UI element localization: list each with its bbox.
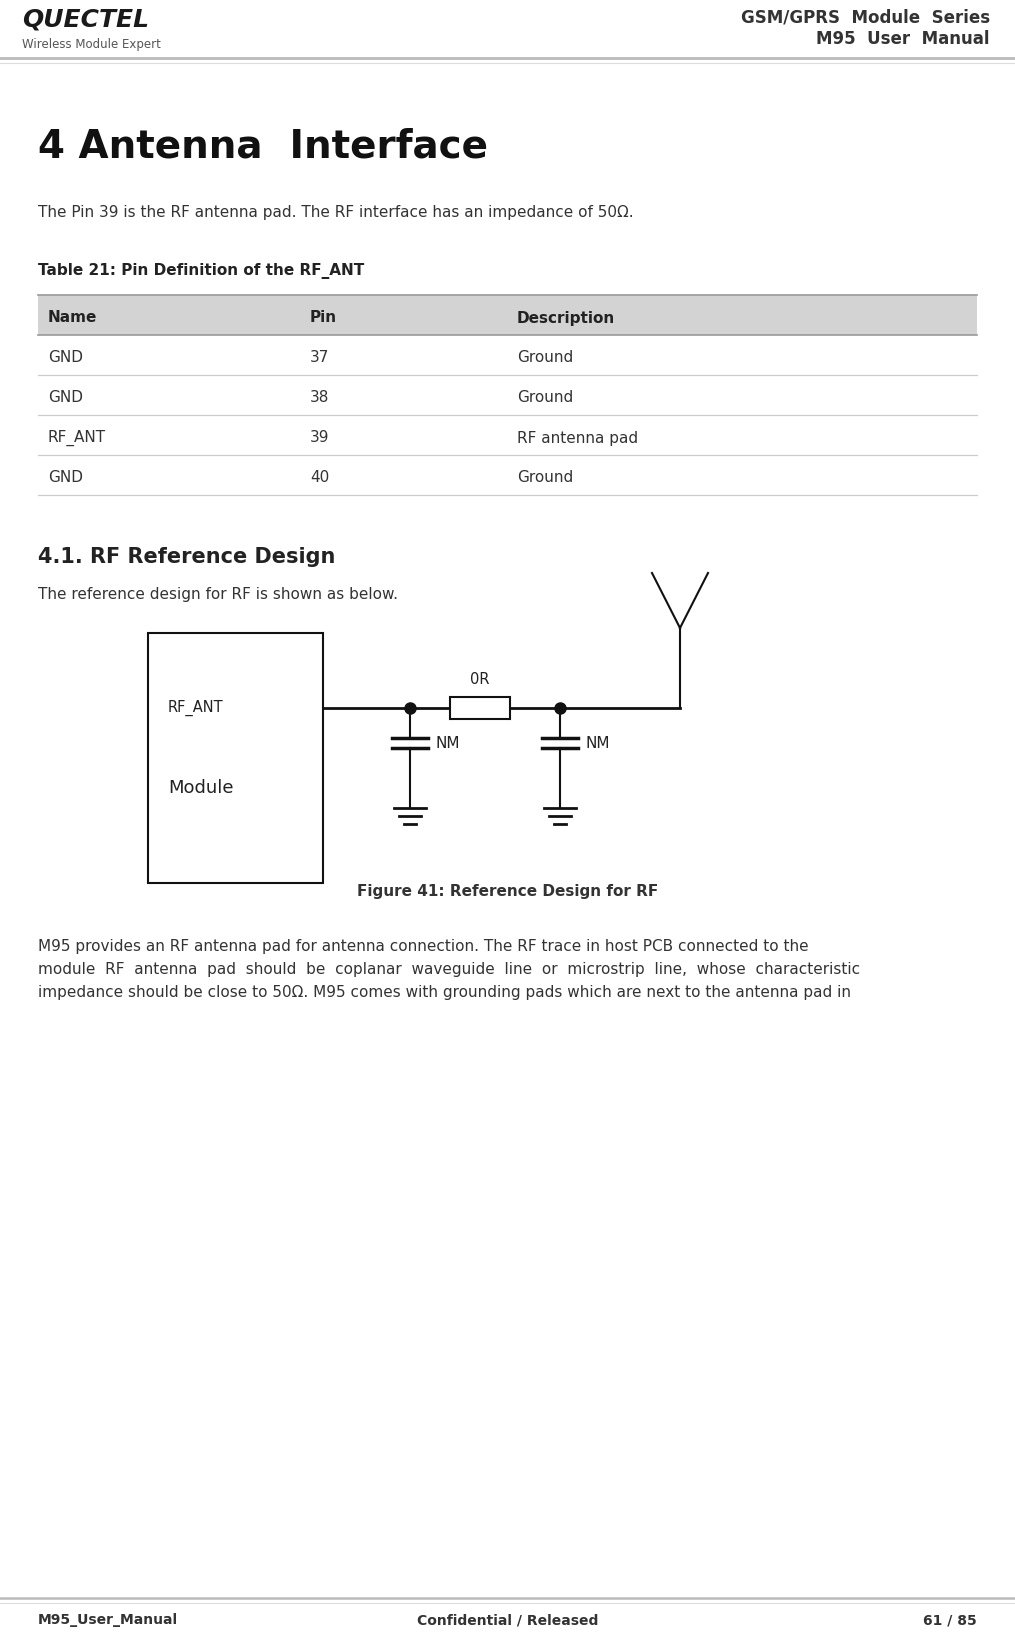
Text: Table 21: Pin Definition of the RF_ANT: Table 21: Pin Definition of the RF_ANT — [38, 264, 364, 278]
Text: M95  User  Manual: M95 User Manual — [816, 29, 990, 48]
Text: 40: 40 — [310, 470, 329, 485]
Text: Confidential / Released: Confidential / Released — [417, 1613, 598, 1627]
Bar — [148, 632, 323, 883]
Text: NM: NM — [586, 735, 610, 750]
Text: Name: Name — [48, 311, 97, 326]
Text: GND: GND — [48, 390, 83, 406]
Text: RF antenna pad: RF antenna pad — [517, 431, 638, 446]
Text: NM: NM — [436, 735, 461, 750]
Text: The reference design for RF is shown as below.: The reference design for RF is shown as … — [38, 586, 398, 603]
Text: module  RF  antenna  pad  should  be  coplanar  waveguide  line  or  microstrip : module RF antenna pad should be coplanar… — [38, 962, 860, 976]
Text: GND: GND — [48, 470, 83, 485]
Text: Ground: Ground — [517, 390, 573, 406]
Text: Module: Module — [168, 780, 233, 798]
Text: GSM/GPRS  Module  Series: GSM/GPRS Module Series — [741, 8, 990, 26]
Text: 39: 39 — [310, 431, 330, 446]
Text: RF_ANT: RF_ANT — [168, 699, 223, 716]
Text: The Pin 39 is the RF antenna pad. The RF interface has an impedance of 50Ω.: The Pin 39 is the RF antenna pad. The RF… — [38, 205, 633, 219]
Text: M95 provides an RF antenna pad for antenna connection. The RF trace in host PCB : M95 provides an RF antenna pad for anten… — [38, 939, 809, 953]
Text: 4.1. RF Reference Design: 4.1. RF Reference Design — [38, 547, 335, 567]
Text: Description: Description — [517, 311, 615, 326]
Bar — [38, 295, 977, 336]
Text: QUECTEL: QUECTEL — [22, 8, 149, 33]
Text: impedance should be close to 50Ω. M95 comes with grounding pads which are next t: impedance should be close to 50Ω. M95 co… — [38, 984, 851, 1001]
Text: Ground: Ground — [517, 351, 573, 365]
Text: 0R: 0R — [470, 673, 490, 688]
Text: Ground: Ground — [517, 470, 573, 485]
Text: 61 / 85: 61 / 85 — [924, 1613, 977, 1627]
Text: Figure 41: Reference Design for RF: Figure 41: Reference Design for RF — [357, 885, 658, 899]
Text: Pin: Pin — [310, 311, 337, 326]
Text: 38: 38 — [310, 390, 330, 406]
Text: Wireless Module Expert: Wireless Module Expert — [22, 38, 160, 51]
Text: 37: 37 — [310, 351, 330, 365]
Bar — [450, 698, 510, 719]
Text: 4 Antenna  Interface: 4 Antenna Interface — [38, 128, 488, 165]
Text: M95_User_Manual: M95_User_Manual — [38, 1613, 178, 1627]
Text: RF_ANT: RF_ANT — [48, 429, 107, 446]
Text: GND: GND — [48, 351, 83, 365]
